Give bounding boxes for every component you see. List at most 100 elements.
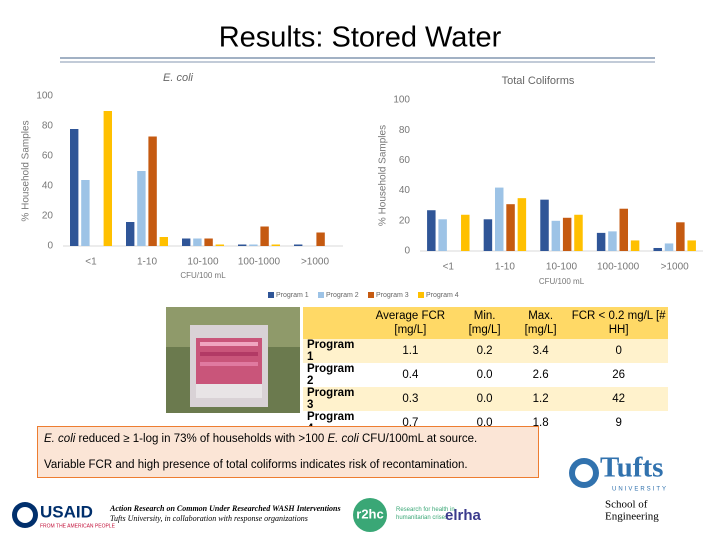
x-tick-label: 10-100: [546, 262, 578, 273]
bar: [664, 243, 674, 251]
bar: [137, 171, 146, 246]
r2hc-text: r2hc: [356, 506, 383, 521]
bar: [238, 244, 247, 246]
note-segment: reduced ≥ 1-log in 73% of households wit…: [75, 433, 328, 445]
x-tick-label: <1: [85, 257, 97, 268]
table-cell: 0.3: [363, 387, 458, 411]
header-row: Average FCR [mg/L] Min. [mg/L] Max. [mg/L]…: [303, 307, 668, 339]
y-tick-label: 40: [42, 181, 54, 192]
legend-label: Program 2: [326, 292, 359, 299]
tufts-logo: Tufts UNIVERSITY School of Engineering: [569, 452, 668, 523]
bar: [260, 226, 269, 246]
project-line: Tufts University, in collaboration with …: [110, 514, 308, 523]
note-segment: CFU/100mL at source.: [358, 433, 478, 445]
bar: [70, 129, 79, 246]
school-line: School of: [605, 499, 648, 511]
legend-swatch: [268, 292, 274, 298]
table-cell: 2.6: [512, 363, 570, 387]
table-cell: 0.0: [457, 363, 513, 387]
table-cell: Program 3: [303, 387, 364, 411]
x-tick-label: 10-100: [187, 257, 219, 268]
note-line: Variable FCR and high presence of total …: [44, 459, 468, 471]
r2hc-tagline-box: Research for health in humanitarian cris…: [396, 507, 455, 521]
bar: [427, 210, 436, 251]
x-axis-label: CFU/100 mL: [539, 277, 585, 286]
bar: [494, 187, 504, 251]
legend-swatch: [368, 292, 374, 298]
fcr-table: Average FCR [mg/L] Min. [mg/L] Max. [mg/L]…: [303, 307, 668, 435]
y-tick-label: 20: [399, 215, 411, 226]
table-cell: 3.4: [512, 339, 570, 363]
bar: [148, 136, 157, 246]
project-line: Action Research on Common Under Research…: [109, 504, 341, 513]
bar: [653, 247, 662, 251]
note-segment: E. coli: [44, 433, 76, 445]
bar: [687, 240, 696, 251]
y-tick-label: 100: [393, 95, 410, 106]
bar: [103, 111, 112, 246]
bar: [204, 238, 213, 246]
note-line: E. coli reduced ≥ 1-log in 73% of househ…: [44, 433, 477, 445]
school-line: Engineering: [605, 511, 659, 523]
table-cell: 1.8: [512, 411, 570, 435]
bar: [81, 180, 90, 246]
y-tick-label: 80: [399, 125, 411, 136]
bar: [126, 222, 135, 246]
bar: [608, 231, 617, 251]
y-tick-label: 40: [399, 185, 411, 196]
bar: [506, 204, 515, 251]
r2hc-tagline: Research for health in humanitarian cris…: [396, 507, 455, 521]
bar: [294, 244, 303, 246]
table-row: Program 3 0.3 0.0 1.2 42: [303, 387, 668, 411]
y-tick-label: 80: [42, 121, 54, 132]
bar: [461, 214, 470, 251]
table-cell: 0.4: [363, 363, 458, 387]
x-tick-label: 100-1000: [238, 257, 281, 268]
bar: [562, 217, 572, 251]
legend-label: Program 1: [276, 292, 309, 299]
table-cell: 0.0: [457, 387, 513, 411]
x-tick-label: 1-10: [495, 262, 515, 273]
table-cell: 1.1: [363, 339, 458, 363]
legend-swatch: [418, 292, 424, 298]
bar: [551, 220, 561, 251]
bar: [574, 214, 583, 251]
bar: [438, 219, 447, 251]
bar: [182, 238, 191, 246]
y-tick-label: 20: [42, 211, 54, 222]
table-cell: 42: [569, 387, 668, 411]
y-tick-label: 100: [36, 91, 53, 102]
legend-swatch: [318, 292, 324, 298]
bar: [483, 219, 493, 251]
note-box: E. coli reduced ≥ 1-log in 73% of househ…: [37, 426, 539, 478]
legend-label: Program 4: [426, 292, 459, 299]
bar: [193, 238, 202, 246]
table-cell: 1.2: [512, 387, 570, 411]
bar: [159, 237, 168, 246]
note-segment: E. coli: [327, 433, 359, 445]
x-tick-label: >1000: [661, 262, 690, 273]
chart-title: Total Coliforms: [502, 75, 575, 87]
y-tick-label: 0: [404, 246, 410, 257]
header-cell: Average FCR [mg/L]: [363, 307, 458, 339]
bar: [630, 240, 640, 251]
table-row: Program 2 0.4 0.0 2.6 26: [303, 363, 668, 387]
table-cell: Program 1: [303, 339, 364, 363]
r2hc-logo: [353, 498, 387, 532]
header-cell: Min. [mg/L]: [457, 307, 513, 339]
x-tick-label: <1: [443, 262, 455, 273]
x-tick-label: 1-10: [137, 257, 157, 268]
header-cell: [303, 307, 364, 339]
chart-title: E. coli: [163, 72, 194, 84]
bar: [540, 199, 549, 251]
usaid-logo: USAID FROM THE AMERICAN PEOPLE: [12, 502, 116, 529]
bar: [517, 198, 527, 251]
table-cell: 0.2: [457, 339, 513, 363]
table-row: Program 1 1.1 0.2 3.4 0: [303, 339, 668, 363]
slide-title: Results: Stored Water: [219, 22, 502, 54]
x-tick-label: >1000: [301, 257, 330, 268]
bar: [676, 222, 685, 251]
bar: [596, 232, 606, 251]
tufts-sub: UNIVERSITY: [612, 487, 668, 493]
